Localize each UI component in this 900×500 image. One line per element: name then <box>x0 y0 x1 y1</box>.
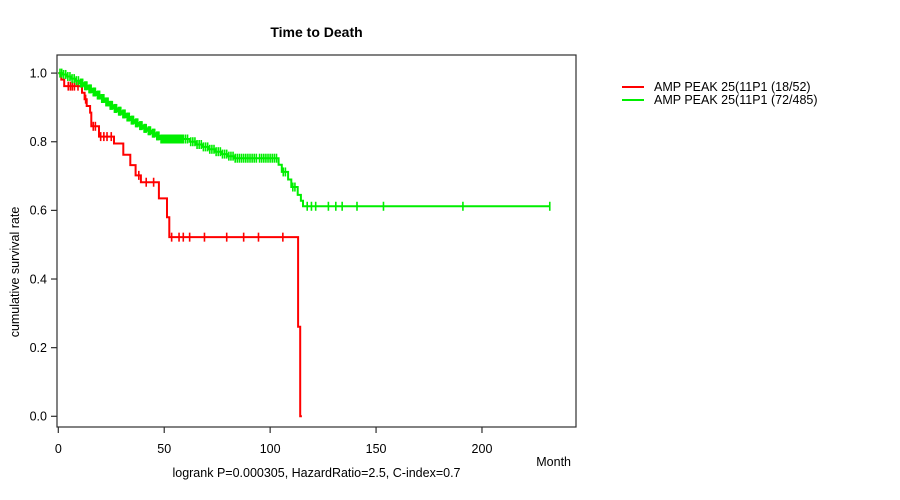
km-curve-red <box>58 72 302 418</box>
green-line-swatch <box>622 99 644 102</box>
legend-label-green: AMP PEAK 25(11P1 (72/485) <box>654 93 818 108</box>
stats-annotation: logrank P=0.000305, HazardRatio=2.5, C-i… <box>172 466 461 480</box>
chart-title: Time to Death <box>270 24 363 40</box>
plot-frame <box>56 54 577 428</box>
legend: AMP PEAK 25(11P1 (18/52) AMP PEAK 25(11P… <box>622 80 818 107</box>
x-tick-label: 200 <box>472 442 493 456</box>
x-tick-label: 100 <box>260 442 281 456</box>
y-tick-label: 0.0 <box>30 410 47 424</box>
x-tick-label: 0 <box>55 442 62 456</box>
legend-label-red: AMP PEAK 25(11P1 (18/52) <box>654 79 811 94</box>
y-axis-label: cumulative survival rate <box>8 206 22 338</box>
y-tick-label: 0.2 <box>30 341 47 355</box>
legend-item-red: AMP PEAK 25(11P1 (18/52) <box>622 80 818 94</box>
km-curve-green <box>58 72 550 208</box>
y-tick-label: 1.0 <box>30 66 47 80</box>
y-tick-label: 0.8 <box>30 135 47 149</box>
red-line-swatch <box>622 85 644 88</box>
x-tick-label: 150 <box>366 442 387 456</box>
x-axis-label: Month <box>536 455 571 469</box>
y-tick-label: 0.4 <box>30 272 47 286</box>
legend-item-green: AMP PEAK 25(11P1 (72/485) <box>622 93 818 108</box>
y-tick-label: 0.6 <box>30 204 47 218</box>
x-tick-label: 50 <box>157 442 171 456</box>
